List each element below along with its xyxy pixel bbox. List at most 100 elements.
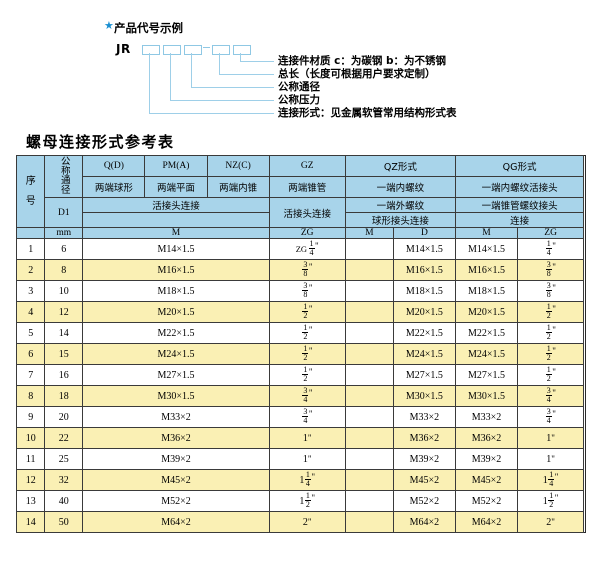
cell-zg-gz: ZG 1 4 " bbox=[268, 238, 346, 261]
cell-m-qg: M64×2 bbox=[454, 511, 519, 534]
cell-m-left: M33×2 bbox=[82, 406, 270, 429]
cell-zg-qg: 1 2 " bbox=[517, 343, 585, 366]
code-box-1 bbox=[142, 45, 160, 55]
table-row: 13 40 M52×2 1 1 2 " M52×2 M52×2 1 1 2 " bbox=[16, 490, 585, 513]
cell-zg-gz: 1 2 " bbox=[268, 364, 346, 387]
cell-seq: 8 bbox=[16, 385, 46, 408]
cell-seq: 5 bbox=[16, 322, 46, 345]
leader-line-length-h bbox=[219, 74, 274, 76]
leader-line-connection-v bbox=[149, 53, 151, 114]
cell-nominal-diameter: 20 bbox=[44, 406, 84, 429]
header-unit-zg-gz: ZG bbox=[268, 227, 346, 240]
cell-zg-qg: 3 4 " bbox=[517, 406, 585, 429]
annotation-nominal-diameter: 公称通径 bbox=[278, 81, 320, 93]
header-desc2-qz: 一端外螺纹 bbox=[344, 197, 456, 214]
cell-d-qz: M27×1.5 bbox=[392, 364, 456, 387]
cell-nominal-diameter: 10 bbox=[44, 280, 84, 303]
cell-d-qz: M18×1.5 bbox=[392, 280, 456, 303]
cell-m-qz bbox=[344, 280, 394, 303]
header-dn-d1: D1 bbox=[57, 207, 70, 218]
header-row-units: mm M ZG M D M ZG bbox=[16, 227, 585, 240]
header-desc2-gz: 活接头连接 bbox=[268, 197, 346, 229]
header-unit-m-qz: M bbox=[344, 227, 394, 240]
cell-seq: 14 bbox=[16, 511, 46, 534]
leader-line-diameter-v bbox=[191, 53, 193, 88]
cell-m-qg: M30×1.5 bbox=[454, 385, 519, 408]
header-desc-qg: 一端内螺纹活接头 bbox=[454, 176, 585, 199]
header-unit-d-qz: D bbox=[392, 227, 456, 240]
cell-seq: 11 bbox=[16, 448, 46, 471]
table-row: 11 25 M39×2 1" M39×2 M39×2 1" bbox=[16, 448, 585, 471]
header-code-pma: PM(A) bbox=[144, 155, 208, 178]
cell-m-qg: M14×1.5 bbox=[454, 238, 519, 261]
header-seq-char1: 序 bbox=[25, 175, 36, 187]
cell-m-qg: M27×1.5 bbox=[454, 364, 519, 387]
header-unit-zg-qg: ZG bbox=[517, 227, 585, 240]
cell-m-qg: M39×2 bbox=[454, 448, 519, 471]
code-box-5 bbox=[233, 45, 251, 55]
cell-m-qg: M33×2 bbox=[454, 406, 519, 429]
cell-seq: 7 bbox=[16, 364, 46, 387]
header-row-desc2: D1 活接头连接 活接头连接 一端外螺纹 一端锥管螺纹接头 bbox=[17, 197, 585, 229]
cell-m-qg: M22×1.5 bbox=[454, 322, 519, 345]
header-seq-char2: 号 bbox=[25, 195, 36, 207]
cell-m-left: M27×1.5 bbox=[82, 364, 270, 387]
table-row: 1 6 M14×1.5 ZG 1 4 " M14×1.5 M14×1.5 1 4 " bbox=[16, 238, 585, 261]
cell-m-qz bbox=[344, 343, 394, 366]
code-box-3 bbox=[184, 45, 202, 55]
cell-seq: 4 bbox=[16, 301, 46, 324]
cell-d-qz: M14×1.5 bbox=[392, 238, 456, 261]
header-desc-qz: 一端内螺纹 bbox=[344, 176, 456, 199]
header-desc-nzc: 两端内锥 bbox=[206, 176, 270, 199]
cell-zg-gz: 3 8 " bbox=[268, 280, 346, 303]
cell-m-left: M22×1.5 bbox=[82, 322, 270, 345]
code-box-4 bbox=[212, 45, 230, 55]
cell-seq: 10 bbox=[16, 427, 46, 450]
header-nominal-diameter: 公称通径 bbox=[44, 155, 84, 199]
table-row: 8 18 M30×1.5 3 4 " M30×1.5 M30×1.5 3 4 " bbox=[16, 385, 585, 408]
leader-line-diameter-h bbox=[191, 87, 274, 89]
annotation-material: 连接件材质 c：为碳钢 b：为不锈钢 bbox=[278, 55, 447, 67]
header-unit-m-left: M bbox=[82, 227, 270, 240]
header-desc3-qz: 球形接头连接 bbox=[344, 212, 456, 229]
cell-m-left: M52×2 bbox=[82, 490, 270, 513]
cell-d-qz: M52×2 bbox=[392, 490, 456, 513]
cell-m-qz bbox=[344, 238, 394, 261]
cell-nominal-diameter: 50 bbox=[44, 511, 84, 534]
cell-zg-gz: 1 2 " bbox=[268, 301, 346, 324]
code-prefix-label: JR bbox=[116, 42, 131, 56]
cell-d-qz: M16×1.5 bbox=[392, 259, 456, 282]
cell-seq: 3 bbox=[16, 280, 46, 303]
cell-zg-gz: 3 4 " bbox=[268, 385, 346, 408]
header-code-nzc: NZ(C) bbox=[206, 155, 270, 178]
table-row: 3 10 M18×1.5 3 8 " M18×1.5 M18×1.5 3 8 " bbox=[16, 280, 585, 303]
table-row: 7 16 M27×1.5 1 2 " M27×1.5 M27×1.5 1 2 " bbox=[16, 364, 585, 387]
leader-line-pressure-v bbox=[170, 53, 172, 101]
cell-m-left: M24×1.5 bbox=[82, 343, 270, 366]
header-seq: 序 号 bbox=[16, 155, 46, 229]
cell-m-qz bbox=[344, 469, 394, 492]
cell-zg-qg: 3 8 " bbox=[517, 259, 585, 282]
cell-zg-qg: 1 2 " bbox=[517, 322, 585, 345]
cell-m-left: M18×1.5 bbox=[82, 280, 270, 303]
table-row: 10 22 M36×2 1" M36×2 M36×2 1" bbox=[16, 427, 585, 450]
cell-seq: 13 bbox=[16, 490, 46, 513]
star-icon: ★ bbox=[104, 20, 114, 32]
cell-zg-qg: 1" bbox=[517, 448, 585, 471]
cell-zg-gz: 3 8 " bbox=[268, 259, 346, 282]
cell-zg-qg: 2" bbox=[517, 511, 585, 534]
product-code-diagram: ★ 产品代号示例 JR 连接件材质 c：为碳钢 b：为不锈钢 总长（长度可根据用… bbox=[0, 0, 600, 128]
table-header: 序 号 公称通径 Q(D) PM(A) NZ(C) GZ QZ形式 QG形式 两… bbox=[16, 155, 585, 240]
leader-line-connection-h bbox=[149, 113, 274, 115]
header-desc3-left bbox=[82, 212, 270, 229]
cell-nominal-diameter: 14 bbox=[44, 322, 84, 345]
cell-m-left: M30×1.5 bbox=[82, 385, 270, 408]
cell-nominal-diameter: 6 bbox=[44, 238, 84, 261]
cell-zg-gz: 1 2 " bbox=[268, 322, 346, 345]
table-row: 6 15 M24×1.5 1 2 " M24×1.5 M24×1.5 1 2 " bbox=[16, 343, 585, 366]
cell-nominal-diameter: 15 bbox=[44, 343, 84, 366]
cell-m-left: M16×1.5 bbox=[82, 259, 270, 282]
table-body: 1 6 M14×1.5 ZG 1 4 " M14×1.5 M14×1.5 1 4 " 2 8 M16×1.5… bbox=[16, 238, 585, 534]
page-title: 螺母连接形式参考表 bbox=[26, 133, 175, 151]
cell-nominal-diameter: 40 bbox=[44, 490, 84, 513]
